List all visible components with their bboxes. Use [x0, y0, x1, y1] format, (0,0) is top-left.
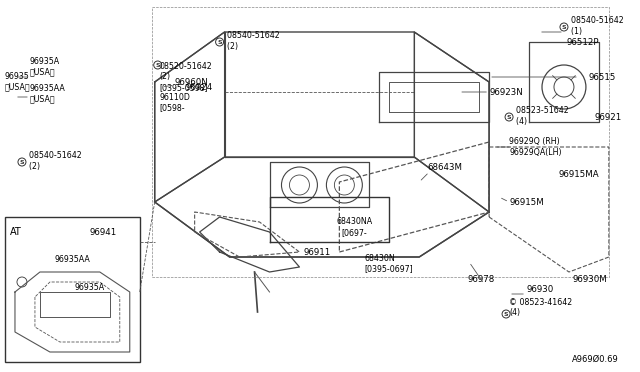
- Text: S: S: [507, 115, 511, 119]
- Text: 96915M: 96915M: [509, 198, 544, 206]
- Text: 08540-51642
  (2): 08540-51642 (2): [24, 151, 82, 171]
- Text: 68643M: 68643M: [428, 163, 462, 171]
- Text: 96921: 96921: [595, 112, 622, 122]
- Text: S: S: [504, 311, 508, 317]
- Text: 96930: 96930: [526, 285, 554, 294]
- Text: S: S: [20, 160, 24, 164]
- Text: 96978: 96978: [467, 275, 495, 284]
- Text: S: S: [562, 25, 566, 29]
- Text: 96935A
〈USA〉: 96935A 〈USA〉: [30, 57, 60, 77]
- Text: 96915MA: 96915MA: [559, 170, 600, 179]
- Text: 96935
〈USA〉: 96935 〈USA〉: [5, 72, 31, 92]
- Text: 96924: 96924: [186, 83, 212, 92]
- Text: 68430NA
[0697-: 68430NA [0697-: [336, 217, 372, 237]
- Text: 08540-51642
  (1): 08540-51642 (1): [566, 16, 624, 36]
- Text: S: S: [218, 39, 222, 45]
- Text: 96911: 96911: [304, 248, 331, 257]
- Text: 96515: 96515: [589, 73, 616, 81]
- Bar: [5, 217, 140, 362]
- Text: 96930M: 96930M: [573, 275, 608, 284]
- Text: A969Ø0.69: A969Ø0.69: [572, 355, 619, 364]
- Text: 96941: 96941: [90, 228, 117, 237]
- Text: 96935AA
〈USA〉: 96935AA 〈USA〉: [30, 84, 66, 104]
- Text: 08523-51642
  (4): 08523-51642 (4): [511, 106, 569, 126]
- Text: 68430N
[0395-0697]: 68430N [0395-0697]: [364, 254, 413, 273]
- Text: 08540-51642
  (2): 08540-51642 (2): [221, 31, 279, 51]
- Text: 96935A: 96935A: [75, 282, 105, 292]
- Text: 96935AA: 96935AA: [55, 256, 91, 264]
- Text: AT: AT: [10, 227, 22, 237]
- Text: 96512P: 96512P: [567, 38, 600, 46]
- Text: 96929Q (RH)
96929QA(LH): 96929Q (RH) 96929QA(LH): [509, 137, 561, 157]
- Text: S: S: [156, 62, 160, 67]
- Text: © 08523-41642
(4): © 08523-41642 (4): [509, 298, 572, 317]
- Text: 08520-51642
(2)
[0395-0598]
96110D
[0598-: 08520-51642 (2) [0395-0598] 96110D [0598…: [160, 62, 212, 113]
- Text: 96960N: 96960N: [175, 78, 209, 87]
- Text: 96923N: 96923N: [489, 87, 523, 96]
